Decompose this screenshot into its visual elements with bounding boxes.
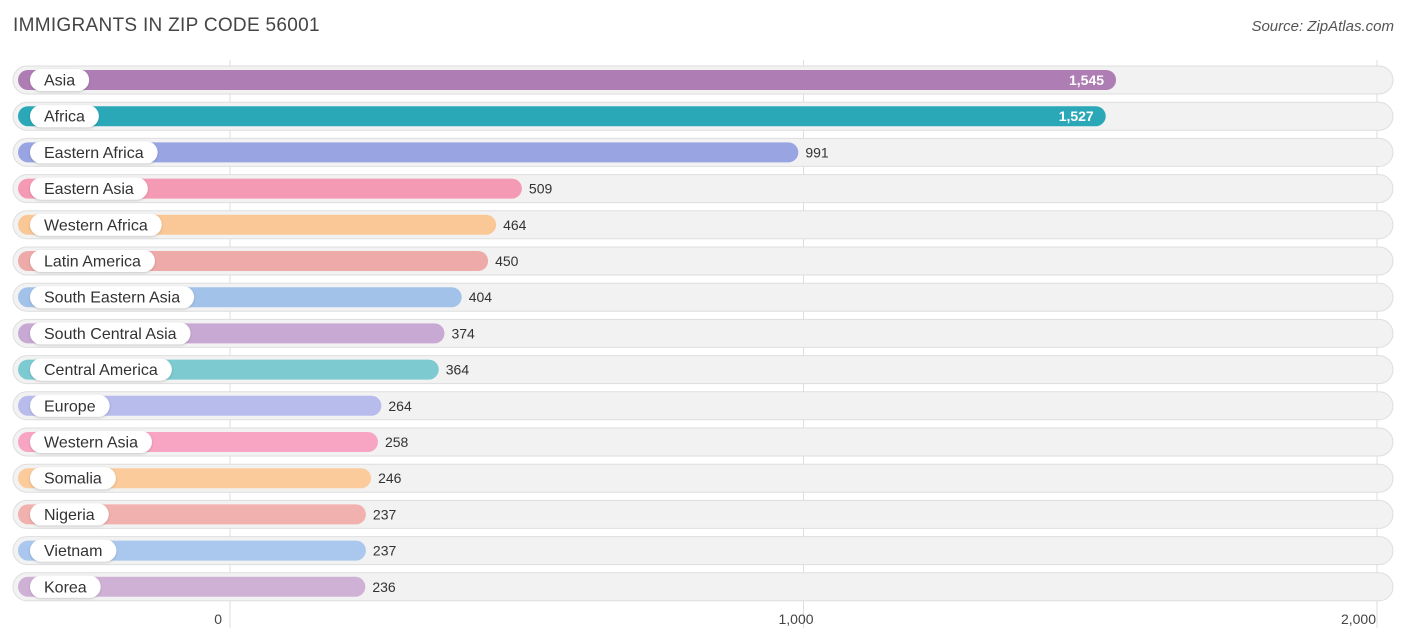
bar-label-pill	[30, 69, 90, 91]
bar-row: South Central Asia 374	[12, 318, 1394, 348]
bar-label: Africa	[44, 109, 85, 126]
value-label: 236	[372, 579, 396, 595]
bar-row: Eastern Asia 509	[12, 174, 1394, 204]
value-label: 246	[378, 470, 402, 486]
value-label: 374	[451, 325, 475, 341]
value-label: 991	[805, 144, 829, 160]
bar[interactable]	[18, 576, 366, 597]
bar-label: Eastern Asia	[44, 181, 134, 198]
bar-label-pill	[30, 141, 158, 164]
bar-label: South Eastern Asia	[44, 290, 180, 307]
x-tick-label: 1,000	[779, 611, 814, 627]
bar-label-pill	[30, 539, 117, 562]
source-note: Source: ZipAtlas.com	[1251, 18, 1394, 35]
bar-label: Nigeria	[44, 507, 95, 524]
bar-row: Western Africa 464	[12, 210, 1394, 240]
bar-label: South Central Asia	[44, 326, 177, 343]
value-label: 264	[388, 398, 412, 414]
bar-row: Europe 264	[12, 391, 1394, 421]
bar[interactable]	[18, 395, 382, 416]
bar-label-pill	[30, 467, 116, 490]
x-tick-label: 0	[214, 611, 222, 627]
bar-row: Western Asia 258	[12, 427, 1394, 457]
bar-row: Asia 1,545	[12, 65, 1394, 95]
value-label: 509	[529, 181, 553, 197]
bar[interactable]	[18, 142, 799, 163]
value-label: 404	[469, 289, 493, 305]
value-label: 450	[495, 253, 519, 269]
bar-label-pill	[30, 213, 162, 236]
value-label: 237	[373, 506, 397, 522]
chart-title: IMMIGRANTS IN ZIP CODE 56001	[13, 15, 320, 36]
bar-row: Vietnam 237	[12, 536, 1394, 566]
x-tick-label: 2,000	[1341, 611, 1376, 627]
bar-row: Korea 236	[12, 572, 1394, 602]
bar-row: South Eastern Asia 404	[12, 282, 1394, 312]
bar-row: Latin America 450	[12, 246, 1394, 276]
bar[interactable]	[18, 106, 1106, 127]
bar-label-pill	[30, 286, 195, 309]
bar-label: Somalia	[44, 471, 102, 488]
bar-label: Europe	[44, 398, 96, 415]
bar-label-pill	[30, 503, 109, 526]
bar-label-pill	[30, 575, 101, 598]
value-label: 237	[373, 543, 397, 559]
value-label: 258	[385, 434, 409, 450]
bar-row: Eastern Africa 991	[12, 137, 1394, 167]
bar-label-pill	[30, 250, 155, 272]
bar-row: Central America 364	[12, 355, 1394, 385]
bar-row: Africa 1,527	[12, 101, 1394, 131]
value-label: 1,527	[1059, 108, 1094, 124]
bar[interactable]	[18, 70, 1117, 90]
bar-label: Eastern Africa	[44, 145, 144, 162]
bar-label: Central America	[44, 362, 158, 379]
bar-label: Vietnam	[44, 543, 102, 560]
bar-label: Asia	[44, 73, 75, 90]
bar-label: Western Asia	[44, 435, 138, 452]
value-label: 1,545	[1069, 72, 1104, 88]
bar-label: Korea	[44, 579, 87, 596]
bar-row: Nigeria 237	[12, 499, 1394, 529]
value-label: 464	[503, 217, 527, 233]
bar-row: Somalia 246	[12, 463, 1394, 493]
bar-label: Latin America	[44, 254, 141, 271]
bar-label-pill	[30, 322, 191, 345]
bar-label-pill	[30, 431, 152, 453]
bar-label-pill	[30, 394, 110, 417]
bar-label-pill	[30, 358, 172, 381]
bar-label-pill	[30, 105, 99, 128]
value-label: 364	[446, 362, 470, 378]
bar-label: Western Africa	[44, 217, 148, 234]
bar-label-pill	[30, 177, 148, 200]
